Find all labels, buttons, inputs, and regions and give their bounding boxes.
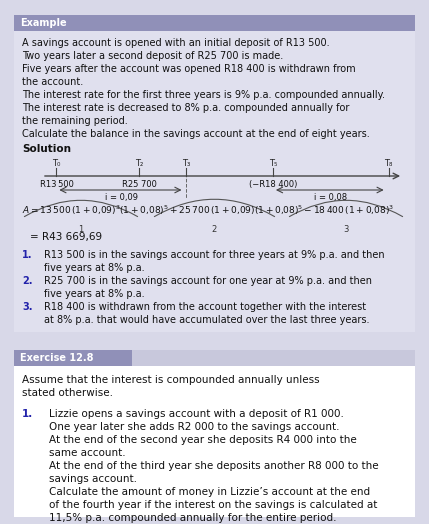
Text: One year later she adds R2 000 to the savings account.: One year later she adds R2 000 to the sa… xyxy=(49,422,339,432)
Text: at 8% p.a. that would have accumulated over the last three years.: at 8% p.a. that would have accumulated o… xyxy=(44,315,369,325)
Text: savings account.: savings account. xyxy=(49,474,137,484)
Text: R25 700: R25 700 xyxy=(122,180,157,189)
Text: T₅: T₅ xyxy=(269,159,277,168)
Text: 1.: 1. xyxy=(22,409,33,419)
Text: At the end of the second year she deposits R4 000 into the: At the end of the second year she deposi… xyxy=(49,435,357,445)
Text: stated otherwise.: stated otherwise. xyxy=(22,388,113,398)
Text: Example: Example xyxy=(20,18,66,28)
Text: 3: 3 xyxy=(343,225,349,234)
Text: Solution: Solution xyxy=(22,144,71,154)
Text: (−R18 400): (−R18 400) xyxy=(249,180,297,189)
Text: same account.: same account. xyxy=(49,448,126,458)
Text: 2.: 2. xyxy=(22,276,33,286)
Text: R18 400 is withdrawn from the account together with the interest: R18 400 is withdrawn from the account to… xyxy=(44,302,366,312)
Text: Two years later a second deposit of R25 700 is made.: Two years later a second deposit of R25 … xyxy=(22,51,283,61)
Text: 3.: 3. xyxy=(22,302,33,312)
Text: i = 0,09: i = 0,09 xyxy=(105,193,138,202)
Text: Assume that the interest is compounded annually unless: Assume that the interest is compounded a… xyxy=(22,375,320,385)
Text: Calculate the balance in the savings account at the end of eight years.: Calculate the balance in the savings acc… xyxy=(22,129,370,139)
Text: T₀: T₀ xyxy=(52,159,60,168)
Text: At the end of the third year she deposits another R8 000 to the: At the end of the third year she deposit… xyxy=(49,461,379,471)
Bar xyxy=(14,15,415,31)
Text: 2: 2 xyxy=(212,225,217,234)
Text: R13 500 is in the savings account for three years at 9% p.a. and then: R13 500 is in the savings account for th… xyxy=(44,250,385,260)
Bar xyxy=(14,350,132,366)
Text: the account.: the account. xyxy=(22,77,83,87)
Text: = R43 669,69: = R43 669,69 xyxy=(30,232,102,242)
Text: Calculate the amount of money in Lizzie’s account at the end: Calculate the amount of money in Lizzie’… xyxy=(49,487,370,497)
Text: $A = 13\,500\,(1+0{,}09)^3(1+0{,}08)^5 + 25\,700\,(1+0{,}09)(1+0{,}08)^5 - 18\,4: $A = 13\,500\,(1+0{,}09)^3(1+0{,}08)^5 +… xyxy=(22,204,394,217)
Text: Five years after the account was opened R18 400 is withdrawn from: Five years after the account was opened … xyxy=(22,64,356,74)
Text: T₈: T₈ xyxy=(384,159,393,168)
Bar xyxy=(14,15,415,332)
Text: five years at 8% p.a.: five years at 8% p.a. xyxy=(44,263,145,273)
Text: 11,5% p.a. compounded annually for the entire period.: 11,5% p.a. compounded annually for the e… xyxy=(49,513,336,523)
Bar xyxy=(132,350,415,366)
Text: five years at 8% p.a.: five years at 8% p.a. xyxy=(44,289,145,299)
Text: Lizzie opens a savings account with a deposit of R1 000.: Lizzie opens a savings account with a de… xyxy=(49,409,344,419)
Text: Exercise 12.8: Exercise 12.8 xyxy=(20,353,94,363)
Text: of the fourth year if the interest on the savings is calculated at: of the fourth year if the interest on th… xyxy=(49,500,378,510)
Text: T₃: T₃ xyxy=(182,159,190,168)
Text: 1: 1 xyxy=(79,225,84,234)
Text: 1.: 1. xyxy=(22,250,33,260)
Text: R13 500: R13 500 xyxy=(39,180,73,189)
Text: A savings account is opened with an initial deposit of R13 500.: A savings account is opened with an init… xyxy=(22,38,329,48)
Text: i = 0,08: i = 0,08 xyxy=(314,193,347,202)
Text: R25 700 is in the savings account for one year at 9% p.a. and then: R25 700 is in the savings account for on… xyxy=(44,276,372,286)
Text: the remaining period.: the remaining period. xyxy=(22,116,128,126)
Text: T₂: T₂ xyxy=(135,159,144,168)
Text: The interest rate is decreased to 8% p.a. compounded annually for: The interest rate is decreased to 8% p.a… xyxy=(22,103,349,113)
Text: The interest rate for the first three years is 9% p.a. compounded annually.: The interest rate for the first three ye… xyxy=(22,90,385,100)
Bar xyxy=(14,350,415,517)
